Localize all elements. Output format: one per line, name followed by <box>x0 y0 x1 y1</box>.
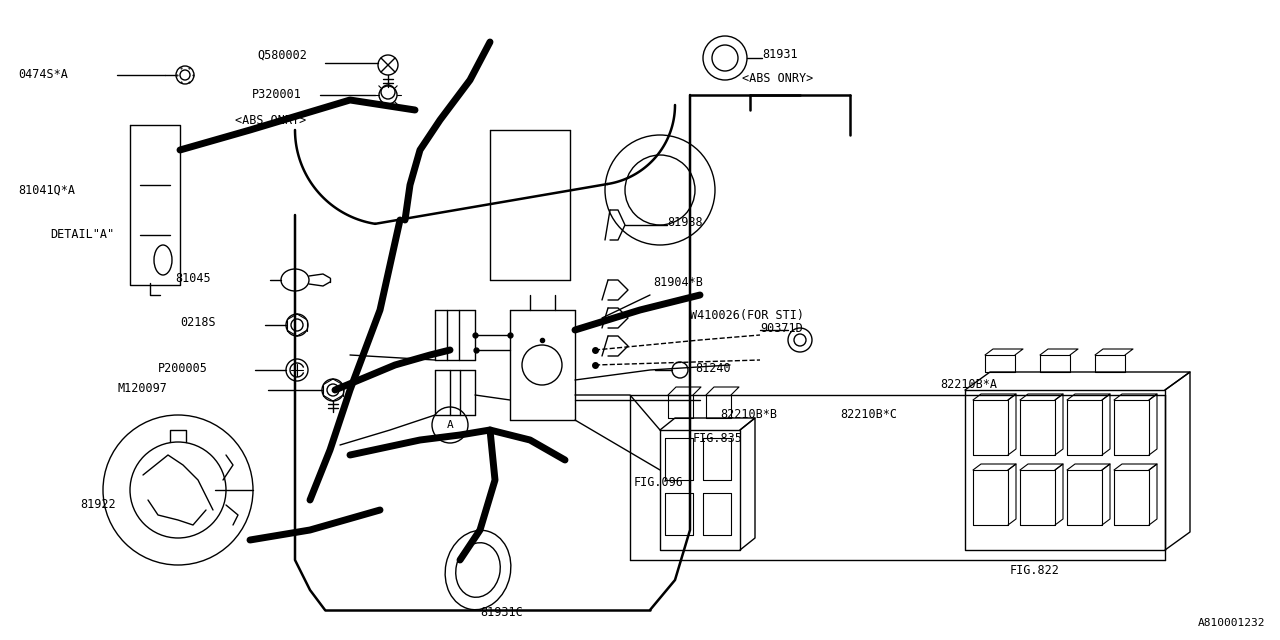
Text: FIG.835: FIG.835 <box>692 431 742 445</box>
Text: DETAIL"A": DETAIL"A" <box>50 228 114 241</box>
Text: 81240: 81240 <box>695 362 731 374</box>
Text: <ABS ONRY>: <ABS ONRY> <box>742 72 813 84</box>
Text: 90371D: 90371D <box>760 321 803 335</box>
Text: P200005: P200005 <box>157 362 207 374</box>
Text: 0218S: 0218S <box>180 317 215 330</box>
Text: A810001232: A810001232 <box>1198 618 1265 628</box>
Text: 81931C: 81931C <box>480 605 522 618</box>
Text: 81045: 81045 <box>175 271 211 285</box>
Text: 82210B*B: 82210B*B <box>719 408 777 422</box>
Text: 81922: 81922 <box>79 499 115 511</box>
Text: M120097: M120097 <box>118 381 168 394</box>
Text: 81041Q*A: 81041Q*A <box>18 184 76 196</box>
Text: 81988: 81988 <box>667 216 703 228</box>
Text: W410026(FOR STI): W410026(FOR STI) <box>690 308 804 321</box>
Text: P320001: P320001 <box>252 88 302 102</box>
Text: 82210B*A: 82210B*A <box>940 378 997 392</box>
Text: 81904*B: 81904*B <box>653 276 703 289</box>
Text: FIG.822: FIG.822 <box>1010 563 1060 577</box>
Text: <ABS ONRY>: <ABS ONRY> <box>236 113 306 127</box>
Text: 0474S*A: 0474S*A <box>18 68 68 81</box>
Text: A: A <box>447 420 453 430</box>
Text: 82210B*C: 82210B*C <box>840 408 897 422</box>
Text: FIG.096: FIG.096 <box>634 476 684 488</box>
Text: Q580002: Q580002 <box>257 49 307 61</box>
Text: 81931: 81931 <box>762 49 797 61</box>
